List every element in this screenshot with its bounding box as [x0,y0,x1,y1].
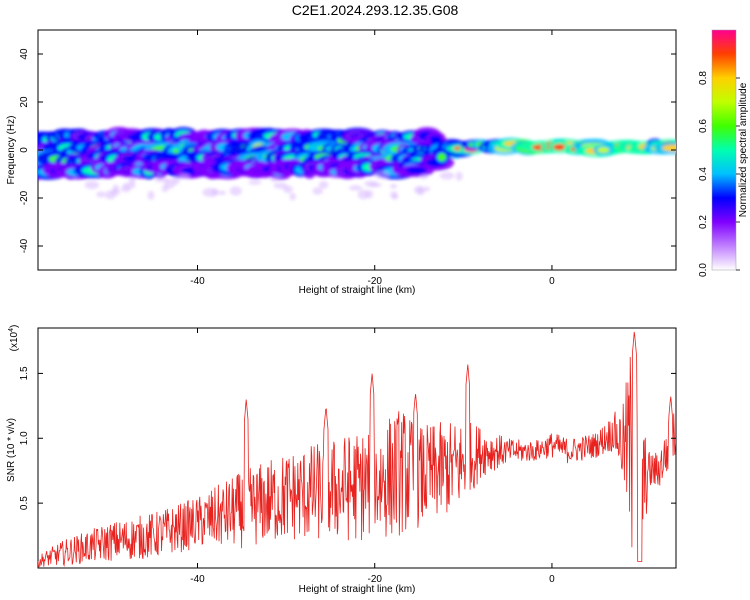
colorbar-frame [711,29,737,271]
spectral-haze [164,178,176,189]
spectral-haze [105,190,116,200]
spectral-haze [218,190,226,196]
spectral-haze [368,183,382,188]
x-tick-label: 0 [549,276,555,287]
colorbar-label: Normalized spectral amplitude [738,82,749,217]
spectral-haze [178,173,190,179]
chart-title: C2E1.2024.293.12.35.G08 [291,2,459,18]
spectral-haze [211,188,219,196]
spectral-haze [229,186,242,196]
spectral-haze [120,185,131,193]
spectral-haze [289,192,296,201]
y-tick-label: 1.5 [19,366,30,380]
spectral-haze [84,180,100,190]
spectrogram-y-label: Frequency (Hz) [6,116,17,185]
spectral-haze [312,187,323,195]
colorbar: 0.0 0.2 0.4 0.6 0.8 Normalized spectral ampl… [698,29,749,277]
spectral-core [597,147,610,153]
x-tick-label: -20 [367,574,382,585]
x-tick-label: 0 [549,574,555,585]
spectral-haze [283,185,293,194]
spectral-haze [413,185,425,194]
snr-y-multiplier: (x104) [8,325,20,352]
spectral-haze [389,183,398,189]
x-tick-label: -20 [367,276,382,287]
spectrogram-x-label: Height of straight line (km) [299,285,416,296]
spectral-haze [357,189,370,200]
snr-series-line [38,331,676,568]
colorbar-gradient [712,30,736,270]
colorbar-tick-label: 0.8 [698,71,709,85]
snr-y-label: SNR (10 * v/v) [6,418,17,482]
y-tick-label: 0.5 [19,496,30,510]
colorbar-tick-label: 0.6 [698,119,709,133]
spectral-haze [129,176,136,185]
spectral-haze [390,191,398,199]
y-tick-label: 0 [19,147,30,153]
spectral-haze [373,170,390,179]
colorbar-tick-label: 0.4 [698,167,709,181]
spectrogram-panel: -40 -20 0 -40 -20 0 20 40 Height of straight li… [6,29,677,296]
spectral-haze [269,177,279,182]
svg-text:(x104): (x104) [8,325,20,352]
spectral-haze [439,172,455,180]
y-tick-label: -20 [19,190,30,205]
spectral-core [437,152,447,162]
colorbar-tick-label: 0.2 [698,215,709,229]
y-tick-label: 20 [19,96,30,108]
colorbar-ticks: 0.0 0.2 0.4 0.6 0.8 [698,71,740,277]
spectral-haze [420,174,429,180]
snr-panel: -40 -20 0 0.5 1.0 1.5 Height of straight line… [6,325,677,595]
snr-x-label: Height of straight line (km) [299,584,416,595]
spectral-haze [455,171,463,181]
spectral-haze [112,184,119,193]
spectral-haze [96,191,106,198]
spectrogram-axes: -40 -20 0 -40 -20 0 20 40 [19,30,676,287]
snr-axes: -40 -20 0 0.5 1.0 1.5 [19,328,676,585]
spectral-haze [349,185,363,191]
spectral-core [429,135,442,145]
colorbar-tick-label: 0.0 [698,263,709,277]
spectral-haze [423,186,430,192]
x-tick-label: -40 [190,574,205,585]
spectrogram-heatmap [38,126,676,201]
y-tick-label: 40 [19,48,30,60]
spectral-core [553,143,566,151]
y-tick-label: -40 [19,238,30,253]
y-tick-label: 1.0 [19,431,30,445]
spectral-haze [248,180,262,185]
spectral-haze [147,190,155,200]
x-tick-label: -40 [190,276,205,287]
spectral-haze [318,181,329,189]
spectral-core [405,167,427,174]
